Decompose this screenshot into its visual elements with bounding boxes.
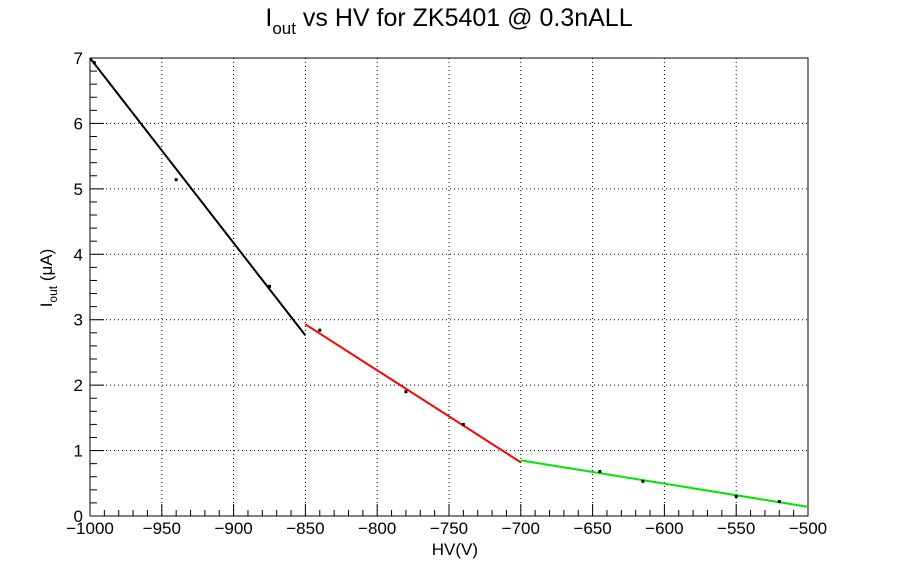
y-tick-label: 1 [74, 442, 83, 461]
data-point [92, 61, 96, 65]
grid-lines [90, 58, 808, 516]
data-point [461, 422, 465, 426]
data-point [174, 178, 178, 182]
x-tick-label: −900 [214, 519, 252, 538]
y-tick-label: 2 [74, 376, 83, 395]
x-tick-label: −750 [430, 519, 468, 538]
fit-line [89, 57, 307, 337]
data-point [734, 494, 738, 498]
x-tick-labels: −1000 −950 −900 −850 −800 −750 −700 −650 −600 −55… [66, 519, 827, 538]
axis-ticks [89, 57, 809, 517]
data-point [777, 500, 781, 504]
data-point [404, 390, 408, 394]
data-point [598, 470, 602, 474]
x-tick-label: −850 [286, 519, 324, 538]
data-point [268, 284, 271, 288]
x-tick-label: −950 [143, 519, 181, 538]
data-point [318, 328, 322, 332]
y-tick-label: 7 [74, 49, 83, 68]
x-tick-label: −650 [573, 519, 611, 538]
y-tick-label: 3 [74, 311, 83, 330]
x-tick-label: −700 [502, 519, 540, 538]
fit-line [520, 459, 809, 508]
y-tick-label: 5 [74, 180, 83, 199]
data-point [641, 479, 645, 483]
y-tick-labels: 0 1 2 3 4 5 6 7 [74, 49, 83, 526]
data-points [92, 61, 781, 504]
y-axis-title: Iout (μA) [37, 249, 60, 308]
y-tick-label: 0 [74, 507, 83, 526]
x-axis-title: HV(V) [432, 540, 478, 559]
fit-line [304, 323, 522, 464]
x-tick-label: −1000 [66, 519, 114, 538]
chart-title: Iout vs HV for ZK5401 @ 0.3nALL [265, 4, 632, 38]
y-tick-label: 6 [74, 114, 83, 133]
x-tick-label: −800 [358, 519, 396, 538]
x-tick-label: −550 [717, 519, 755, 538]
x-tick-label: −600 [645, 519, 683, 538]
fit-lines [89, 57, 809, 508]
y-tick-label: 4 [74, 245, 83, 264]
x-tick-label: −500 [789, 519, 827, 538]
